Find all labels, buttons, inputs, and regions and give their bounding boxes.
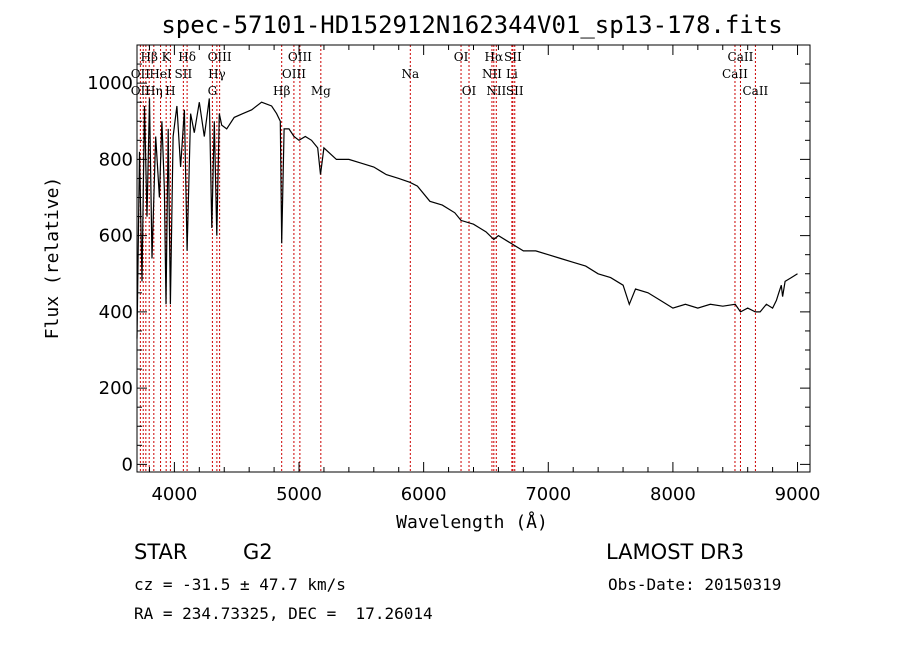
line-label: OII	[131, 84, 151, 98]
x-tick-label: 4000	[151, 484, 197, 505]
line-label: SII	[175, 67, 193, 81]
y-tick-label: 800	[99, 149, 133, 170]
line-label: HeI	[149, 67, 172, 81]
line-label: SII	[504, 50, 522, 64]
y-axis-ticks: 0 200 400 600 800 1000	[87, 63, 810, 475]
line-label: Hα	[485, 50, 504, 64]
line-label: CaII	[742, 84, 768, 98]
line-markers	[139, 45, 756, 472]
x-tick-label: 6000	[401, 484, 447, 505]
x-axis-label: Wavelength (Å)	[396, 511, 548, 533]
coordinates: RA = 234.73325, DEC = 17.26014	[134, 604, 433, 623]
line-label: K	[162, 50, 172, 64]
line-label: Mg	[311, 84, 331, 98]
survey-name: LAMOST DR3	[606, 540, 745, 564]
y-tick-label: 1000	[87, 73, 133, 94]
spectrum-line	[136, 98, 798, 339]
plot-frame	[136, 44, 811, 473]
line-label: Na	[401, 67, 419, 81]
y-tick-label: 200	[99, 378, 133, 399]
redshift-cz: cz = -31.5 ± 47.7 km/s	[134, 575, 346, 594]
y-axis-label: Flux (relative)	[42, 177, 63, 340]
y-tick-label: 600	[99, 226, 133, 247]
x-axis-ticks: 4000 5000 6000 7000 8000 9000	[148, 45, 821, 505]
y-tick-label: 400	[99, 302, 133, 323]
line-label: OI	[462, 84, 477, 98]
line-label: SII	[506, 84, 524, 98]
line-label: H	[165, 84, 175, 98]
x-tick-label: 8000	[650, 484, 696, 505]
line-label: Hβ	[273, 84, 290, 98]
line-label: NII	[486, 84, 506, 98]
x-tick-label: 7000	[525, 484, 571, 505]
line-label: Hδ	[178, 50, 196, 64]
line-label: OIII	[288, 50, 312, 64]
line-label: Hη	[145, 84, 163, 98]
chart-title: spec-57101-HD152912N162344V01_sp13-178.f…	[161, 11, 782, 39]
object-class: STAR	[134, 540, 188, 564]
y-tick-label: 0	[122, 454, 133, 475]
x-tick-label: 5000	[276, 484, 322, 505]
line-label: OI	[454, 50, 469, 64]
line-label: OIII	[208, 50, 232, 64]
line-label: G	[208, 84, 218, 98]
line-label: NII	[482, 67, 502, 81]
observation-date: Obs-Date: 20150319	[608, 575, 782, 594]
line-label: OIII	[282, 67, 306, 81]
line-label: Li	[506, 67, 518, 81]
line-label: OII	[131, 67, 151, 81]
line-label: CaII	[722, 67, 748, 81]
object-subclass: G2	[243, 540, 273, 564]
line-label: Hβ	[141, 50, 158, 64]
x-tick-label: 9000	[775, 484, 821, 505]
line-label: Hγ	[208, 67, 226, 81]
line-label: CaII	[728, 50, 754, 64]
